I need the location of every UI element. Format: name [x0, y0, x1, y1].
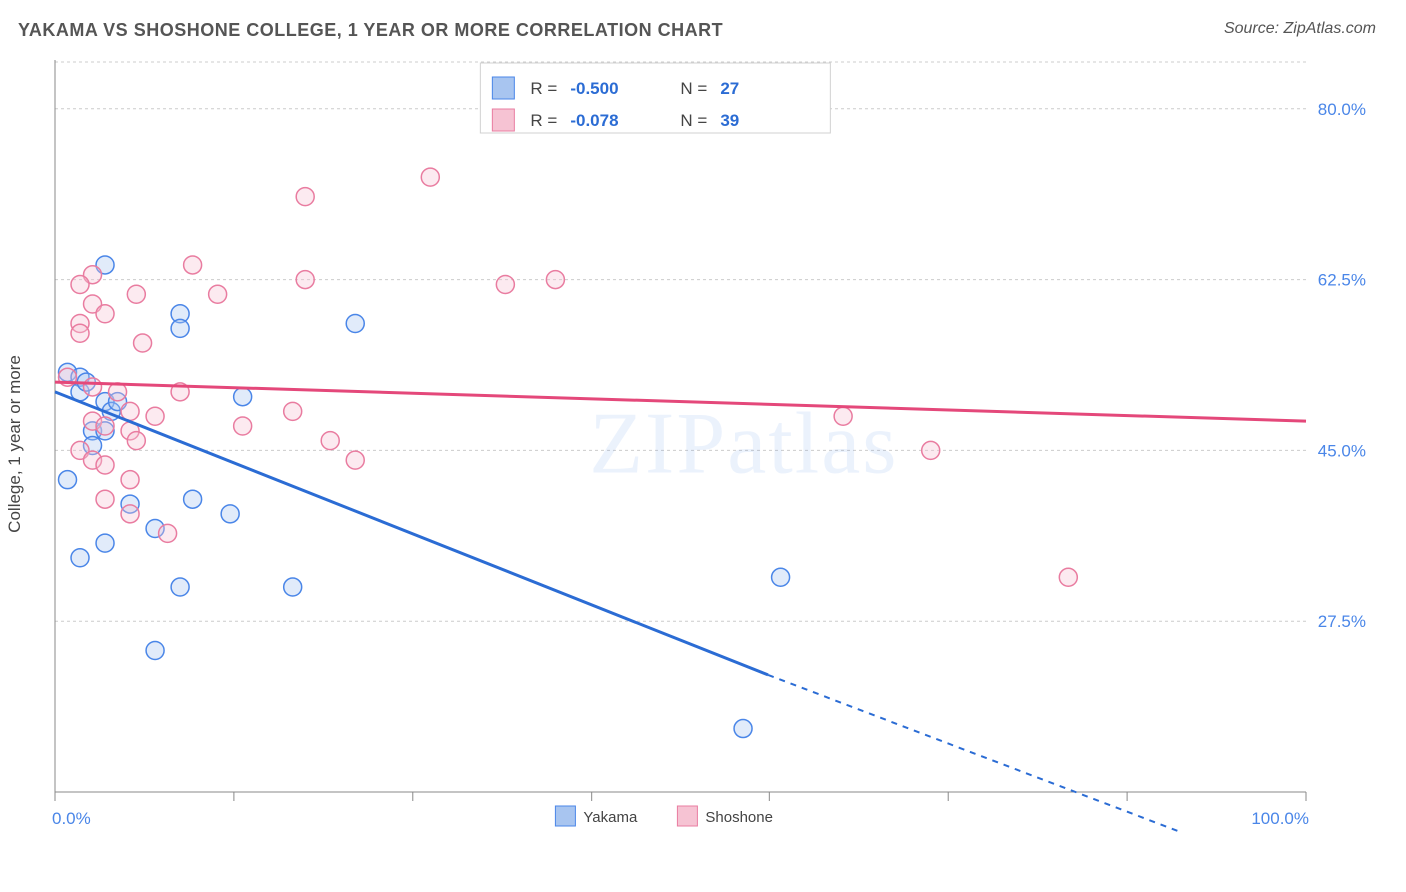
- stats-N-label: N =: [680, 79, 707, 98]
- stats-R-label: R =: [530, 79, 557, 98]
- y-axis-label: College, 1 year or more: [5, 355, 25, 533]
- legend-label: Shoshone: [705, 809, 773, 826]
- data-point: [171, 319, 189, 337]
- data-point: [171, 578, 189, 596]
- data-point: [96, 417, 114, 435]
- data-point: [346, 451, 364, 469]
- y-tick-label: 80.0%: [1318, 100, 1366, 119]
- y-tick-label: 27.5%: [1318, 612, 1366, 631]
- data-point: [922, 441, 940, 459]
- data-point: [71, 324, 89, 342]
- stats-N-label: N =: [680, 111, 707, 130]
- data-point: [121, 471, 139, 489]
- data-point: [127, 432, 145, 450]
- data-point: [209, 285, 227, 303]
- data-point: [96, 305, 114, 323]
- data-point: [159, 524, 177, 542]
- data-point: [221, 505, 239, 523]
- legend-swatch: [492, 109, 514, 131]
- stats-R-value: -0.078: [570, 111, 618, 130]
- data-point: [84, 378, 102, 396]
- stats-R-label: R =: [530, 111, 557, 130]
- plot-area: College, 1 year or more 27.5%45.0%62.5%8…: [50, 55, 1376, 832]
- y-tick-label: 45.0%: [1318, 441, 1366, 460]
- stats-N-value: 27: [720, 79, 739, 98]
- data-point: [284, 578, 302, 596]
- data-point: [71, 275, 89, 293]
- chart-title: YAKAMA VS SHOSHONE COLLEGE, 1 YEAR OR MO…: [18, 20, 723, 41]
- data-point: [296, 271, 314, 289]
- data-point: [146, 407, 164, 425]
- legend-swatch: [555, 806, 575, 826]
- data-point: [772, 568, 790, 586]
- data-point: [96, 534, 114, 552]
- data-point: [234, 388, 252, 406]
- source-label: Source: ZipAtlas.com: [1224, 20, 1376, 38]
- legend-swatch: [492, 77, 514, 99]
- data-point: [184, 256, 202, 274]
- data-point: [546, 271, 564, 289]
- legend-label: Yakama: [583, 809, 638, 826]
- data-point: [146, 641, 164, 659]
- stats-R-value: -0.500: [570, 79, 618, 98]
- data-point: [127, 285, 145, 303]
- data-point: [496, 275, 514, 293]
- scatter-chart: 27.5% 45.0% 62.5% 80.0% 0.0% 100.0% R = -0.500 N…: [50, 55, 1376, 832]
- data-point: [71, 549, 89, 567]
- data-point: [1059, 568, 1077, 586]
- data-point: [421, 168, 439, 186]
- data-point: [734, 720, 752, 738]
- data-point: [59, 471, 77, 489]
- data-point: [134, 334, 152, 352]
- data-point: [321, 432, 339, 450]
- data-point: [96, 456, 114, 474]
- data-point: [296, 188, 314, 206]
- data-point: [834, 407, 852, 425]
- x-tick-label: 100.0%: [1251, 809, 1309, 828]
- y-tick-label: 62.5%: [1318, 271, 1366, 290]
- data-point: [184, 490, 202, 508]
- data-point: [346, 315, 364, 333]
- x-tick-label: 0.0%: [52, 809, 91, 828]
- trend-line-extrapolated: [768, 675, 1306, 832]
- data-point: [121, 505, 139, 523]
- data-point: [284, 402, 302, 420]
- legend-swatch: [677, 806, 697, 826]
- data-point: [234, 417, 252, 435]
- stats-N-value: 39: [720, 111, 739, 130]
- data-point: [96, 490, 114, 508]
